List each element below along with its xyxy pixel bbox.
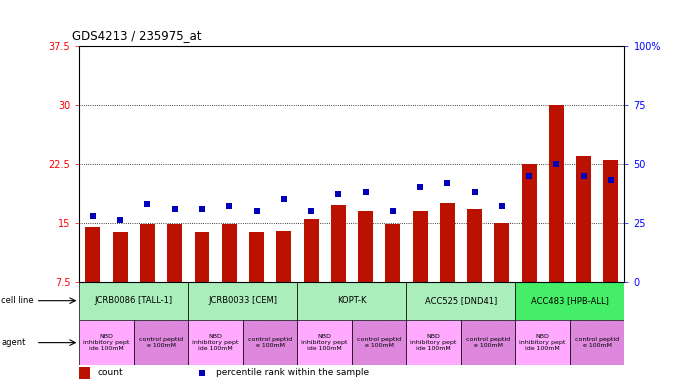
Text: control peptid
e 100mM: control peptid e 100mM (139, 337, 183, 348)
Bar (134, 320, 188, 366)
Bar (467, 209, 482, 281)
Bar (413, 211, 428, 281)
Text: NBD
inhibitory pept
ide 100mM: NBD inhibitory pept ide 100mM (411, 334, 457, 351)
Bar (167, 224, 182, 281)
Bar (461, 320, 515, 366)
Bar (79, 320, 134, 366)
Bar (331, 205, 346, 281)
Text: count: count (97, 368, 123, 377)
Bar (276, 230, 291, 281)
Text: control peptid
e 100mM: control peptid e 100mM (248, 337, 292, 348)
Bar (188, 281, 297, 320)
Text: ACC483 [HPB-ALL]: ACC483 [HPB-ALL] (531, 296, 609, 305)
Text: ACC525 [DND41]: ACC525 [DND41] (425, 296, 497, 305)
Bar (297, 320, 352, 366)
Text: cell line: cell line (1, 296, 34, 305)
Text: agent: agent (1, 338, 26, 347)
Bar (576, 156, 591, 281)
Text: KOPT-K: KOPT-K (337, 296, 366, 305)
Bar (249, 232, 264, 281)
Bar (79, 281, 188, 320)
Bar (188, 320, 243, 366)
Bar (515, 281, 624, 320)
Bar (243, 320, 297, 366)
Text: control peptid
e 100mM: control peptid e 100mM (357, 337, 401, 348)
Bar (352, 320, 406, 366)
Bar (86, 227, 101, 281)
Text: control peptid
e 100mM: control peptid e 100mM (575, 337, 619, 348)
Bar (385, 224, 400, 281)
Bar (195, 232, 210, 281)
Bar (522, 164, 537, 281)
Bar (515, 320, 570, 366)
Bar (304, 219, 319, 281)
Bar (406, 281, 515, 320)
Bar (549, 105, 564, 281)
Bar (358, 211, 373, 281)
Bar (112, 232, 128, 281)
Bar (221, 224, 237, 281)
Bar (406, 320, 461, 366)
Text: JCRB0033 [CEM]: JCRB0033 [CEM] (208, 296, 277, 305)
Bar (297, 281, 406, 320)
Bar (494, 223, 509, 281)
Bar (440, 203, 455, 281)
Text: NBD
inhibitory pept
ide 100mM: NBD inhibitory pept ide 100mM (520, 334, 566, 351)
Text: percentile rank within the sample: percentile rank within the sample (215, 368, 368, 377)
Text: NBD
inhibitory pept
ide 100mM: NBD inhibitory pept ide 100mM (83, 334, 130, 351)
Text: control peptid
e 100mM: control peptid e 100mM (466, 337, 510, 348)
Bar (603, 160, 618, 281)
Text: NBD
inhibitory pept
ide 100mM: NBD inhibitory pept ide 100mM (302, 334, 348, 351)
Bar (570, 320, 624, 366)
Text: NBD
inhibitory pept
ide 100mM: NBD inhibitory pept ide 100mM (193, 334, 239, 351)
Bar (140, 224, 155, 281)
Text: GDS4213 / 235975_at: GDS4213 / 235975_at (72, 29, 202, 42)
Text: JCRB0086 [TALL-1]: JCRB0086 [TALL-1] (95, 296, 173, 305)
Bar (79, 367, 90, 379)
